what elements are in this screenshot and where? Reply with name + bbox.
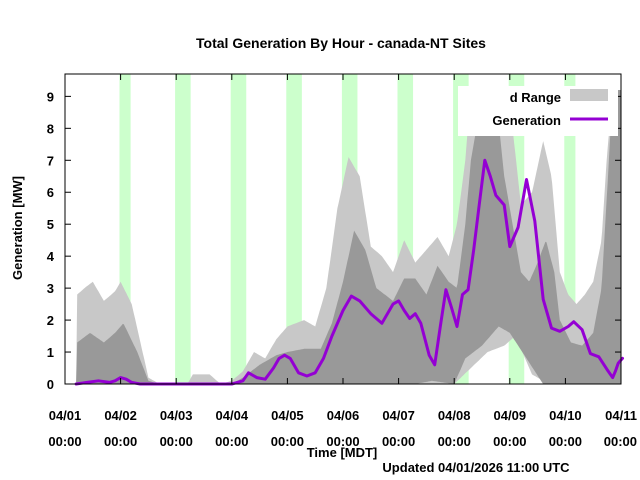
x-tick-time: 00:00 — [104, 434, 137, 449]
x-tick-date: 04/08 — [438, 408, 471, 423]
updated-timestamp: Updated 04/01/2026 11:00 UTC — [382, 460, 570, 475]
x-tick-time: 00:00 — [493, 434, 526, 449]
legend: d Range Generation — [458, 86, 618, 136]
x-tick-date: 04/07 — [382, 408, 415, 423]
night-band-8 — [564, 74, 576, 384]
x-tick-date: 04/06 — [327, 408, 360, 423]
y-tick-label: 5 — [47, 217, 54, 232]
x-tick-date: 04/03 — [160, 408, 193, 423]
night-band-1 — [175, 74, 191, 384]
night-band-0 — [119, 74, 131, 384]
night-band-2 — [230, 74, 247, 384]
y-tick-label: 2 — [47, 313, 54, 328]
y-tick-label: 8 — [47, 121, 54, 136]
x-tick-time: 00:00 — [48, 434, 81, 449]
x-tick-time: 00:00 — [604, 434, 637, 449]
x-tick-date: 04/09 — [494, 408, 527, 423]
x-tick-time: 00:00 — [215, 434, 248, 449]
x-tick-date: 04/01 — [49, 408, 82, 423]
x-tick-time: 00:00 — [549, 434, 582, 449]
x-tick-date: 04/02 — [104, 408, 137, 423]
y-tick-label: 0 — [47, 377, 54, 392]
x-tick-time: 00:00 — [160, 434, 193, 449]
y-tick-label: 9 — [47, 89, 54, 104]
x-axis: 04/01 00:00 04/02 00:00 04/03 00:00 04/04 00:00… — [48, 74, 637, 449]
x-tick-date: 04/10 — [549, 408, 582, 423]
x-tick-date: 04/11 — [605, 408, 637, 423]
x-tick-date: 04/05 — [271, 408, 304, 423]
legend-label-generation: Generation — [492, 113, 561, 128]
x-tick-time: 00:00 — [271, 434, 304, 449]
y-tick-label: 7 — [47, 153, 54, 168]
x-tick-time: 00:00 — [438, 434, 471, 449]
x-tick-time: 00:00 — [326, 434, 359, 449]
night-band-3 — [286, 74, 302, 384]
x-axis-label: Time [MDT] — [307, 445, 378, 460]
legend-label-expected-range: d Range — [510, 90, 561, 105]
y-axis-label: Generation [MW] — [10, 176, 25, 280]
legend-swatch-expected-range — [570, 89, 608, 101]
x-tick-date: 04/04 — [216, 408, 249, 423]
chart-title: Total Generation By Hour - canada-NT Sit… — [196, 35, 486, 51]
y-tick-label: 1 — [47, 345, 54, 360]
y-tick-label: 6 — [47, 185, 54, 200]
x-tick-time: 00:00 — [382, 434, 415, 449]
y-tick-label: 3 — [47, 281, 54, 296]
y-tick-label: 4 — [47, 249, 55, 264]
